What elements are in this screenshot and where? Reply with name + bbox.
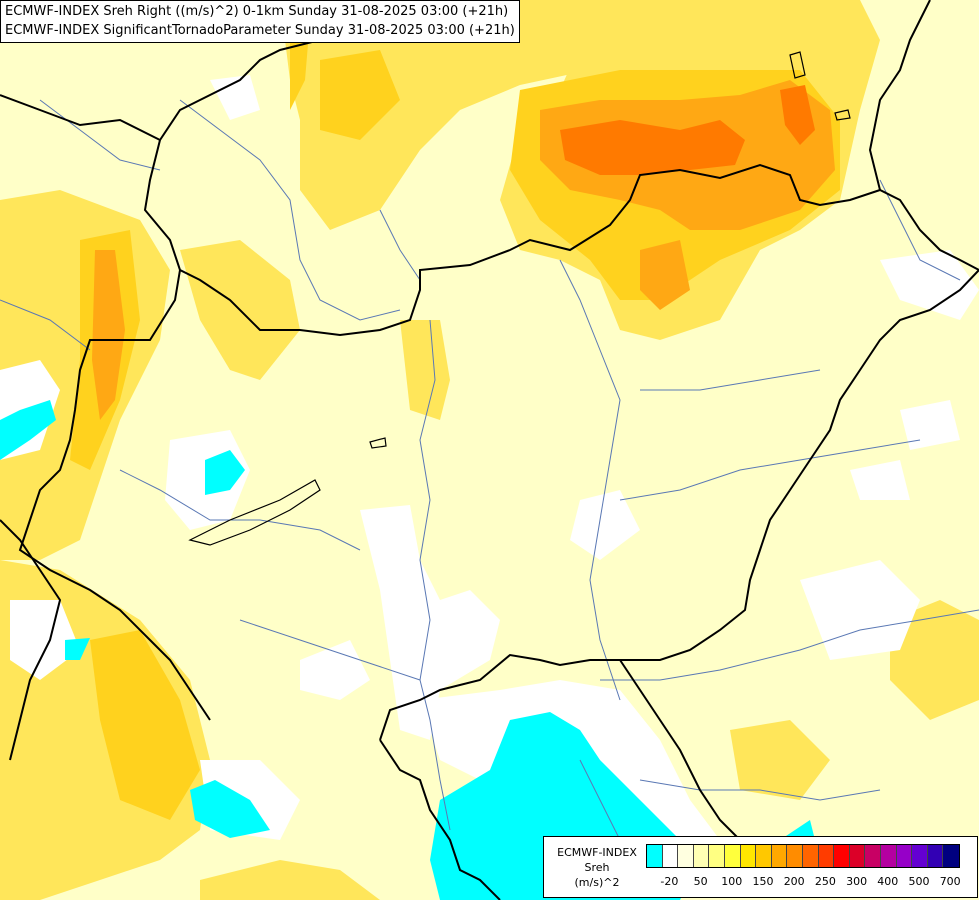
legend-swatch [771, 845, 788, 867]
title-line-2: ECMWF-INDEX SignificantTornadoParameter … [5, 23, 515, 38]
title-line-1: ECMWF-INDEX Sreh Right ((m/s)^2) 0-1km S… [5, 4, 509, 19]
legend-swatch [927, 845, 944, 867]
legend-swatch [818, 845, 835, 867]
legend-swatch [865, 845, 881, 867]
legend-swatch [693, 845, 710, 867]
legend-tick-label: 50 [693, 875, 708, 888]
legend-swatch [678, 845, 694, 867]
rivers [0, 99, 979, 841]
legend-color-scale [646, 844, 960, 868]
lakes [188, 51, 851, 546]
legend-tick-label: 700 [939, 875, 961, 888]
legend-swatch [647, 845, 663, 867]
legend-swatch [896, 845, 913, 867]
legend-swatch [662, 845, 679, 867]
legend-swatch [802, 845, 819, 867]
legend-swatch [849, 845, 866, 867]
legend-tick-label: 250 [814, 875, 836, 888]
legend-label-line-1: ECMWF-INDEX [557, 846, 637, 859]
legend-tick-labels: -20 50 100 150 200 250 300 400 500 700 [646, 875, 976, 891]
legend-swatch [756, 845, 772, 867]
sreh-deep-orange-areas [560, 85, 815, 175]
legend-label: ECMWF-INDEX Sreh (m/s)^2 [548, 845, 646, 890]
legend-tick-label: 200 [783, 875, 805, 888]
legend-swatch [724, 845, 741, 867]
map-title-box: ECMWF-INDEX Sreh Right ((m/s)^2) 0-1km S… [0, 0, 520, 43]
legend-swatch [880, 845, 897, 867]
legend-swatch [787, 845, 803, 867]
legend-swatch [740, 845, 757, 867]
legend-label-line-2: Sreh [584, 861, 610, 874]
color-legend: ECMWF-INDEX Sreh (m/s)^2 -20 50 100 150 200 2… [543, 836, 978, 898]
legend-tick-label: 100 [721, 875, 743, 888]
legend-tick-label: -20 [660, 875, 679, 888]
legend-swatch [834, 845, 850, 867]
legend-tick-label: 500 [908, 875, 930, 888]
legend-label-line-3: (m/s)^2 [574, 876, 620, 889]
legend-swatch [912, 845, 928, 867]
legend-swatch [943, 845, 959, 867]
legend-tick-label: 150 [752, 875, 774, 888]
legend-tick-label: 300 [846, 875, 868, 888]
legend-swatch [709, 845, 725, 867]
legend-tick-label: 400 [877, 875, 899, 888]
